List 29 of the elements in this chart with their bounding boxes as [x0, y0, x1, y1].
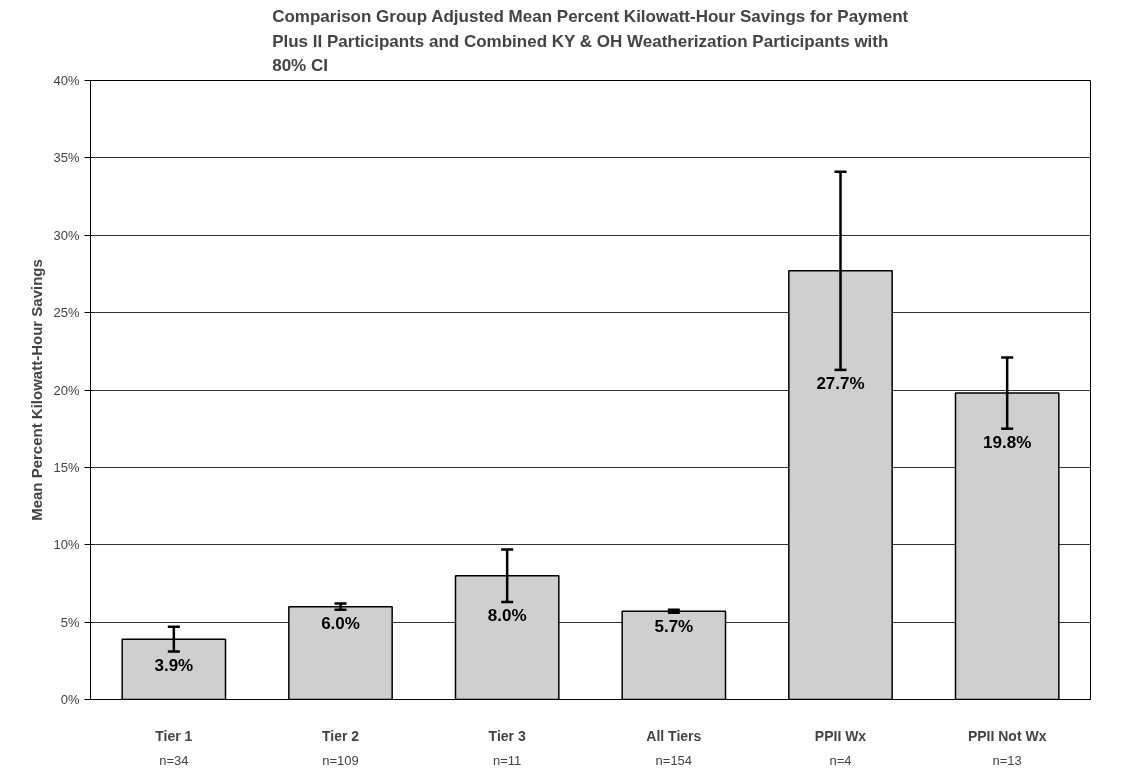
x-tick-label: Tier 1	[155, 727, 193, 744]
x-tick-label: Tier 3	[488, 727, 526, 744]
data-label: 6.0%	[321, 613, 360, 633]
data-label: 19.8%	[983, 432, 1032, 452]
data-label: 27.7%	[816, 373, 865, 393]
data-label: 3.9%	[154, 655, 194, 675]
chart-title: Comparison Group Adjusted Mean Percent Kilowatt-Hour Savings for Payment Plus II Participants and Combined KY & OH Weatherization Participants with 80% CI	[272, 7, 909, 76]
text: n=13	[992, 752, 1022, 768]
y-tick-label: 30%	[53, 227, 80, 243]
text: n=34	[159, 752, 189, 768]
text: n=154	[655, 752, 693, 768]
text: n=4	[829, 752, 852, 768]
x-tick-label: Tier 2	[321, 727, 360, 744]
y-tick-label: 15%	[53, 459, 80, 475]
y-tick-label: 40%	[53, 73, 80, 88]
y-tick-label: 0%	[60, 692, 80, 707]
data-label: 5.7%	[654, 616, 694, 636]
x-tick-label: All Tiers	[646, 727, 702, 744]
y-tick-label: 10%	[53, 537, 80, 553]
y-tick-label: 25%	[53, 305, 80, 321]
x-tick-label: PPII Not Wx	[967, 727, 1047, 744]
data-label: 8.0%	[487, 606, 527, 626]
y-tick-label: 5%	[60, 614, 80, 630]
y-axis-title: Mean Percent Kilowatt-Hour Savings	[28, 259, 46, 521]
text: n=109	[322, 752, 359, 768]
y-tick-label: 35%	[53, 150, 80, 166]
x-tick-label: PPII Wx	[814, 727, 867, 744]
y-tick-label: 20%	[53, 382, 80, 398]
text: n=11	[493, 752, 522, 768]
